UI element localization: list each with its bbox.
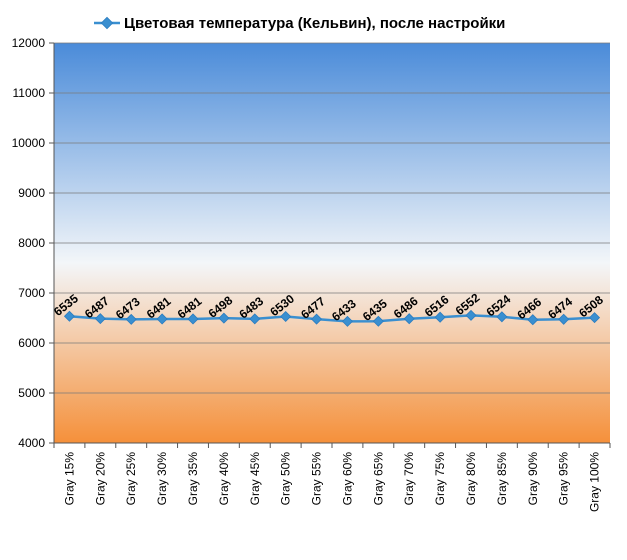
gridlines: [54, 42, 610, 394]
y-tick-label: 4000: [18, 436, 45, 450]
data-point: [280, 310, 292, 323]
data-point: [341, 315, 353, 327]
x-tick-label: Gray 60%: [340, 452, 354, 506]
x-tick-label: Gray 45%: [248, 452, 262, 506]
x-tick-label: Gray 40%: [217, 452, 231, 506]
legend-label: Цветовая температура (Кельвин), после на…: [124, 15, 505, 32]
x-tick-label: Gray 80%: [464, 452, 478, 506]
x-tick-label: Gray 95%: [557, 452, 571, 506]
x-tick-label: Gray 65%: [371, 452, 385, 506]
x-tick-label: Gray 100%: [588, 452, 602, 512]
x-tick-label: Gray 55%: [310, 452, 324, 506]
y-tick-label: 11000: [13, 86, 46, 100]
data-point: [249, 313, 261, 325]
data-point: [218, 312, 230, 324]
data-point: [63, 310, 75, 322]
legend: Цветовая температура (Кельвин), после на…: [94, 15, 505, 32]
x-tick-label: Gray 75%: [433, 452, 447, 506]
x-tick-label: Gray 35%: [186, 452, 200, 506]
data-point: [94, 313, 106, 325]
data-point: [311, 313, 323, 325]
x-tick-label: Gray 15%: [62, 452, 76, 506]
data-point: [496, 311, 508, 323]
data-point: [434, 311, 446, 323]
y-axis-ticks: 4000 5000 6000 7000 8000 9000 10000 11000 12000: [12, 36, 54, 450]
x-axis-ticks: Gray 15% Gray 20% Gray 25% Gray 30% Gray 35%…: [53, 443, 611, 512]
data-point: [187, 313, 199, 325]
x-tick-label: Gray 25%: [124, 452, 138, 506]
data-point: [527, 314, 539, 326]
x-tick-label: Gray 85%: [495, 452, 509, 506]
series-temperature: [63, 309, 601, 327]
x-tick-label: Gray 20%: [93, 452, 107, 506]
y-tick-label: 6000: [18, 336, 45, 350]
y-tick-label: 7000: [18, 286, 45, 300]
y-tick-label: 12000: [12, 36, 46, 50]
data-point: [156, 313, 168, 325]
legend-marker-swatch: [100, 16, 114, 30]
data-point: [465, 309, 477, 321]
data-point: [125, 313, 137, 325]
y-tick-label: 8000: [18, 236, 45, 250]
data-point: [372, 315, 384, 327]
x-tick-label: Gray 90%: [526, 452, 540, 506]
x-tick-label: Gray 70%: [402, 452, 416, 506]
x-tick-label: Gray 50%: [279, 452, 293, 506]
y-tick-label: 9000: [18, 186, 45, 200]
y-tick-label: 10000: [12, 136, 46, 150]
data-point: [589, 312, 601, 324]
y-tick-label: 5000: [18, 386, 45, 400]
data-point: [558, 313, 570, 325]
data-point: [403, 313, 415, 325]
x-tick-label: Gray 30%: [155, 452, 169, 506]
